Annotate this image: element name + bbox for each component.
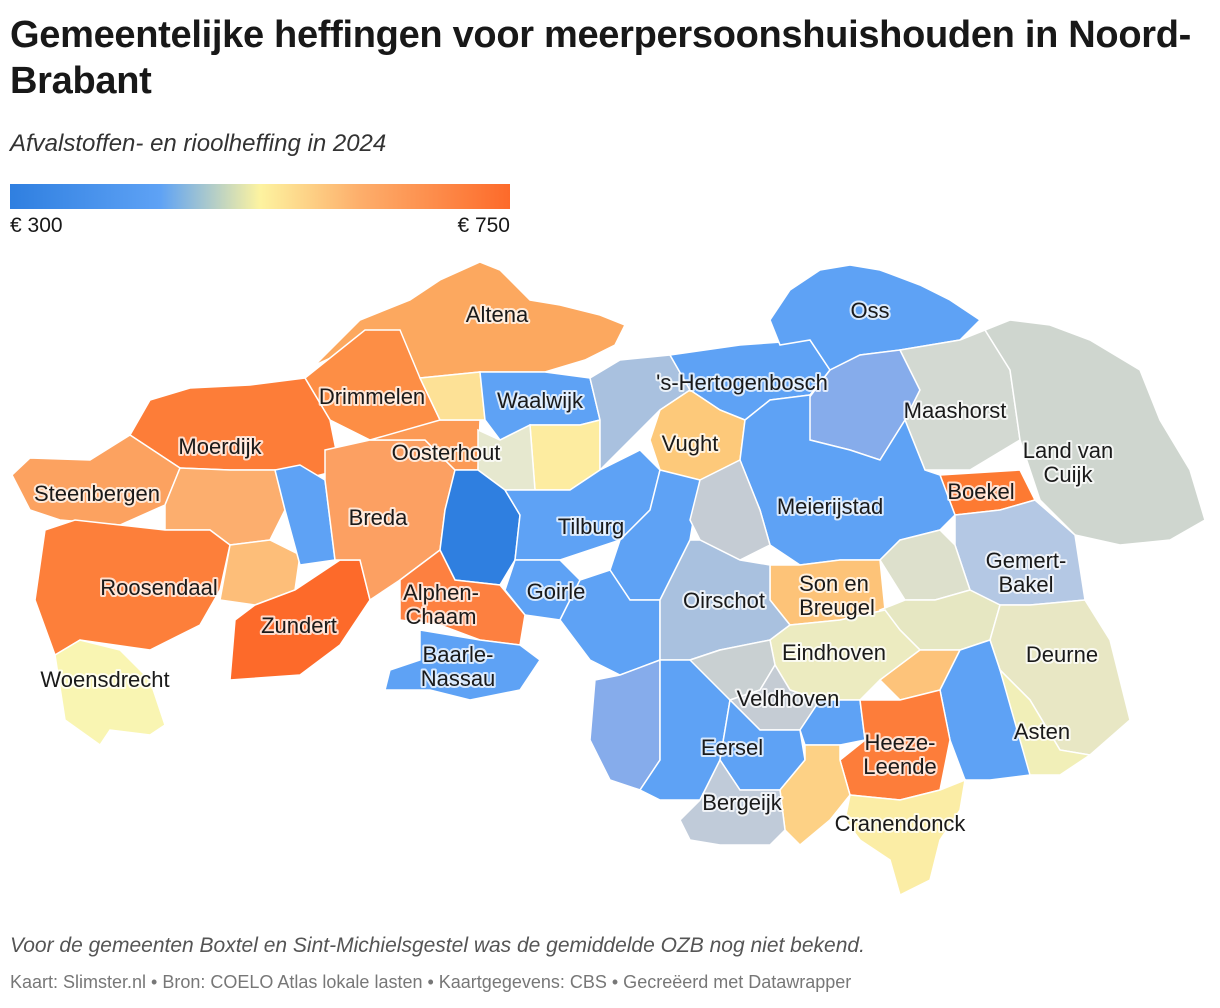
region-cranendonck[interactable]	[844, 778, 966, 897]
label-heeze-leende-2: Leende	[863, 754, 936, 779]
region-bergeijk[interactable]	[679, 758, 786, 846]
region-maashorst[interactable]	[898, 329, 1021, 471]
region-woensdrecht[interactable]	[54, 639, 166, 747]
legend-max-label: € 750	[457, 214, 510, 237]
label-drimmelen: Drimmelen	[319, 384, 425, 409]
color-legend-bar	[10, 184, 510, 209]
label-land-van-cuijk-2: Cuijk	[1044, 462, 1094, 487]
region-asten[interactable]	[998, 667, 1092, 776]
region-oss[interactable]	[769, 264, 982, 371]
label-maashorst: Maashorst	[904, 398, 1007, 423]
chart-subtitle: Afvalstoffen- en rioolheffing in 2024	[10, 130, 387, 157]
label-vught: Vught	[662, 431, 719, 456]
label-deurne: Deurne	[1026, 642, 1098, 667]
label-waalwijk: Waalwijk	[497, 388, 584, 413]
label-asten: Asten	[1014, 719, 1070, 744]
label-hertogenbosch: 's-Hertogenbosch	[656, 370, 828, 395]
label-meierijstad: Meierijstad	[777, 494, 883, 519]
region-baarle-nassau[interactable]	[384, 629, 542, 701]
choropleth-map: Altena Oss Drimmelen Waalwijk 's-Hertoge…	[11, 261, 1206, 897]
chart-title: Gemeentelijke heffingen voor meerpersoon…	[10, 14, 1191, 102]
label-oirschot: Oirschot	[683, 588, 765, 613]
label-baarle-nassau-1: Baarle-	[423, 642, 494, 667]
label-cranendonck: Cranendonck	[835, 811, 967, 836]
region-zundert[interactable]	[229, 559, 371, 681]
label-breda: Breda	[349, 505, 408, 530]
region-gilze-rijen[interactable]	[439, 469, 521, 586]
label-goirle: Goirle	[527, 579, 586, 604]
label-woensdrecht: Woensdrecht	[40, 667, 169, 692]
region-land-van-cuijk[interactable]	[983, 319, 1206, 546]
label-alphen-chaam-2: Chaam	[406, 604, 477, 629]
label-gemert-bakel-1: Gemert-	[986, 548, 1067, 573]
label-boekel: Boekel	[947, 479, 1014, 504]
label-veldhoven: Veldhoven	[737, 686, 840, 711]
legend-min-label: € 300	[10, 214, 63, 237]
label-eersel: Eersel	[701, 735, 763, 760]
region-reusel[interactable]	[589, 658, 661, 791]
region-valkenswaard[interactable]	[779, 744, 851, 847]
label-gemert-bakel-2: Bakel	[998, 572, 1053, 597]
label-steenbergen: Steenbergen	[34, 481, 160, 506]
label-son-en-breugel-1: Son en	[799, 571, 869, 596]
label-heeze-leende-1: Heeze-	[865, 730, 936, 755]
region-boxtel[interactable]	[689, 458, 771, 561]
source-line: Kaart: Slimster.nl • Bron: COELO Atlas l…	[10, 972, 852, 992]
label-son-en-breugel-2: Breugel	[799, 595, 875, 620]
label-eindhoven: Eindhoven	[782, 640, 886, 665]
label-oss: Oss	[850, 298, 889, 323]
label-tilburg: Tilburg	[558, 514, 624, 539]
label-baarle-nassau-2: Nassau	[421, 666, 496, 691]
label-altena: Altena	[466, 302, 529, 327]
region-alphen-chaam[interactable]	[399, 548, 526, 646]
label-roosendaal: Roosendaal	[100, 575, 217, 600]
label-alphen-chaam-1: Alphen-	[403, 580, 479, 605]
label-moerdijk: Moerdijk	[178, 434, 262, 459]
label-zundert: Zundert	[261, 613, 337, 638]
label-land-van-cuijk-1: Land van	[1023, 438, 1114, 463]
footnote: Voor de gemeenten Boxtel en Sint-Michiel…	[10, 934, 865, 957]
label-oosterhout: Oosterhout	[392, 440, 501, 465]
label-bergeijk: Bergeijk	[702, 790, 782, 815]
